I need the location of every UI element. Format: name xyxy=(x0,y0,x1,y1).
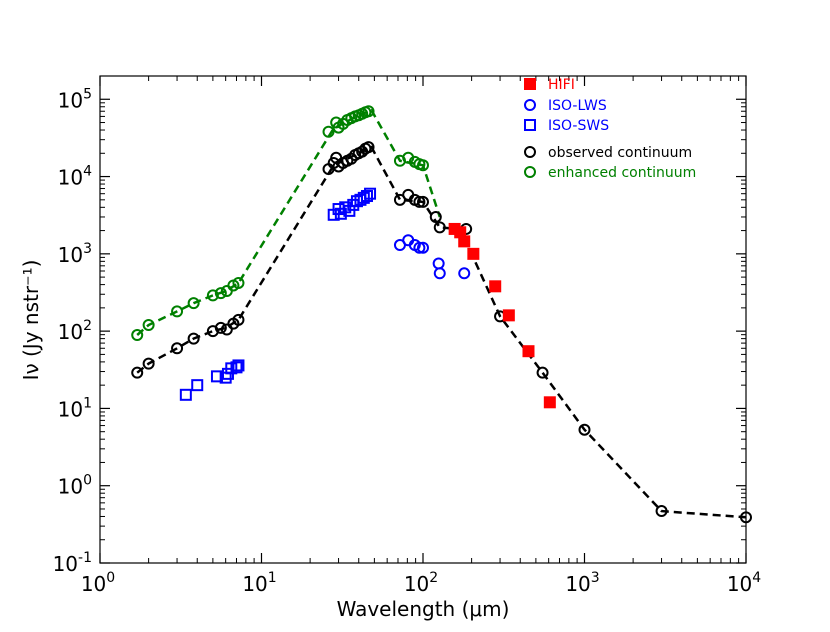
point-enhanced-continuum-3 xyxy=(187,297,200,310)
y-tick-label-2: 101 xyxy=(58,395,92,421)
point-observed-continuum-6 xyxy=(220,323,233,336)
point-enhanced-continuum-2 xyxy=(171,305,184,318)
y-tick-label-4: 103 xyxy=(58,241,92,267)
x-tick-label-3: 103 xyxy=(565,570,599,596)
point-iso-sws-6 xyxy=(230,361,243,374)
point-enhanced-continuum-0 xyxy=(131,329,144,342)
y-axis-title: Iν (Jy nstr⁻¹) xyxy=(19,260,43,381)
point-hifi-7 xyxy=(543,396,556,409)
y-tick-label-6: 105 xyxy=(58,86,92,112)
legend-label-iso-sws: ISO-SWS xyxy=(548,118,609,134)
point-observed-continuum-25 xyxy=(417,195,429,208)
point-iso-lws-3 xyxy=(413,241,426,254)
plot-area xyxy=(100,76,746,563)
y-tick-label-3: 102 xyxy=(58,318,92,344)
legend-marker-iso-lws xyxy=(524,99,536,111)
point-enhanced-continuum-9 xyxy=(322,125,335,138)
markers-layer xyxy=(131,105,752,524)
point-enhanced-continuum-5 xyxy=(214,287,227,300)
point-observed-continuum-3 xyxy=(187,332,200,345)
legend-label-observed-continuum: observed continuum xyxy=(548,145,692,161)
point-observed-continuum-27 xyxy=(433,221,446,234)
point-iso-sws-15 xyxy=(354,193,367,206)
point-enhanced-continuum-24 xyxy=(417,159,429,172)
point-iso-lws-4 xyxy=(417,241,429,254)
point-iso-sws-2 xyxy=(210,370,223,383)
legend-label-hifi: HIFI xyxy=(548,77,575,93)
point-enhanced-continuum-4 xyxy=(206,289,219,302)
y-tick-label-0: 10-1 xyxy=(53,550,92,576)
point-observed-continuum-5 xyxy=(214,321,227,334)
legend: HIFI ISO-LWS ISO-SWS observed continuum enha… xyxy=(524,77,696,181)
point-iso-sws-17 xyxy=(360,190,373,203)
point-enhanced-continuum-8 xyxy=(232,276,245,289)
point-hifi-3 xyxy=(467,247,480,260)
x-tick-label-2: 102 xyxy=(404,570,438,596)
legend-marker-iso-sws xyxy=(524,119,536,131)
legend-label-enhanced-continuum: enhanced continuum xyxy=(548,165,696,181)
point-enhanced-continuum-19 xyxy=(362,105,375,118)
legend-label-iso-lws: ISO-LWS xyxy=(548,98,607,114)
fit-line-1 xyxy=(136,108,441,336)
point-hifi-6 xyxy=(522,345,535,358)
point-hifi-2 xyxy=(458,235,471,248)
point-observed-continuum-31 xyxy=(578,423,591,436)
legend-marker-hifi xyxy=(524,78,536,90)
point-iso-sws-1 xyxy=(191,379,204,392)
point-iso-sws-7 xyxy=(232,359,245,372)
point-hifi-4 xyxy=(489,280,502,293)
point-observed-continuum-24 xyxy=(413,195,426,208)
point-iso-lws-6 xyxy=(433,267,446,280)
point-observed-continuum-0 xyxy=(131,366,144,379)
point-observed-continuum-1 xyxy=(142,357,155,370)
point-observed-continuum-30 xyxy=(536,366,549,379)
y-tick-label-1: 100 xyxy=(58,473,92,499)
lines-layer xyxy=(136,108,747,519)
point-observed-continuum-20 xyxy=(362,141,375,154)
point-observed-continuum-32 xyxy=(655,505,668,518)
point-observed-continuum-2 xyxy=(171,342,184,355)
fit-line-0 xyxy=(136,145,747,519)
x-axis-title: Wavelength (μm) xyxy=(337,597,510,621)
x-tick-label-4: 104 xyxy=(727,570,761,596)
point-enhanced-continuum-1 xyxy=(142,319,155,332)
x-tick-label-1: 101 xyxy=(242,570,276,596)
point-observed-continuum-8 xyxy=(232,313,245,326)
point-observed-continuum-26 xyxy=(429,210,442,223)
legend-marker-observed-continuum xyxy=(524,146,536,158)
ticks-layer xyxy=(99,75,747,564)
point-iso-lws-7 xyxy=(458,267,471,280)
x-tick-label-0: 100 xyxy=(81,570,115,596)
point-hifi-5 xyxy=(502,309,515,322)
y-tick-label-5: 104 xyxy=(58,164,92,190)
point-iso-sws-0 xyxy=(179,388,192,401)
legend-marker-enhanced-continuum xyxy=(524,166,536,178)
point-iso-sws-18 xyxy=(364,187,377,200)
